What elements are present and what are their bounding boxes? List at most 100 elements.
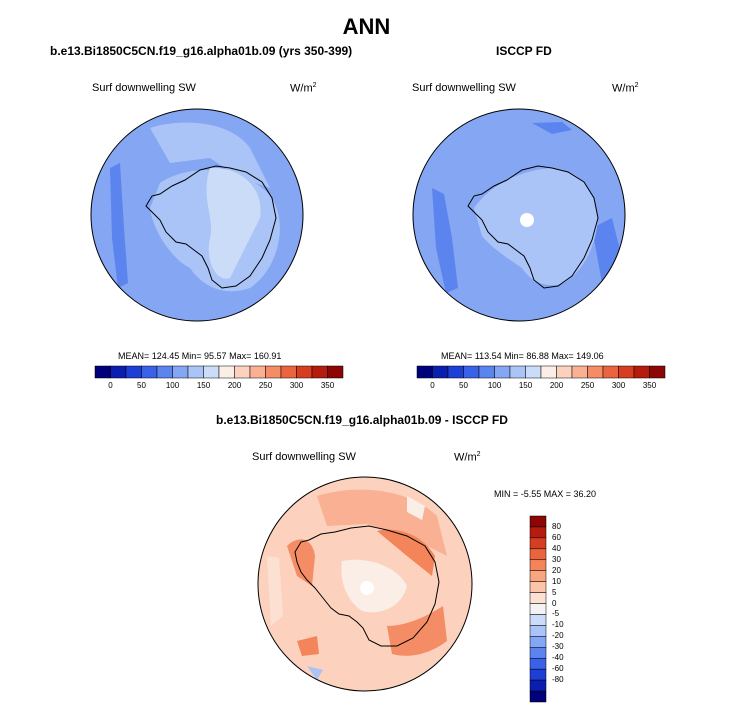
panel-1-colorbar-swatch bbox=[156, 365, 173, 379]
panel-1-colorbar-swatch bbox=[172, 365, 189, 379]
panel-3-colorbar-swatch bbox=[529, 581, 547, 593]
panel-3-low-region-edge bbox=[267, 556, 283, 626]
panel-1-colorbar-swatch bbox=[125, 365, 142, 379]
panel-3-colorbar-tick-label: -60 bbox=[552, 664, 564, 674]
panel-3-high-region-south bbox=[297, 636, 319, 656]
panel-1-colorbar-swatch bbox=[280, 365, 297, 379]
panel-2-title: ISCCP FD bbox=[496, 44, 552, 58]
panel-1-polar-map bbox=[90, 108, 304, 322]
panel-3-pole-hole bbox=[360, 581, 374, 595]
panel-3-colorbar-tick-label: -5 bbox=[552, 609, 560, 619]
panel-3-colorbar-tick-label: -40 bbox=[552, 653, 564, 663]
panel-2-colorbar-swatch bbox=[525, 365, 542, 379]
panel-3-colorbar-tick-label: 20 bbox=[552, 565, 561, 575]
panel-2-colorbar-tick-label: 350 bbox=[642, 381, 657, 390]
panel-3-high-region-west bbox=[287, 539, 315, 586]
panel-3-low-region-north bbox=[407, 496, 425, 520]
panel-3-colorbar-tick-label: 80 bbox=[552, 521, 561, 531]
panel-1-colorbar-tick-label: 350 bbox=[320, 381, 335, 390]
panel-3-unit-label: W/m2 bbox=[454, 451, 481, 464]
panel-2-low-region-north bbox=[532, 122, 572, 134]
panel-1-colorbar-tick-label: 0 bbox=[108, 381, 113, 390]
panel-1-low-region bbox=[110, 163, 128, 288]
panel-1-colorbar-swatch bbox=[187, 365, 204, 379]
panel-2-unit-label: W/m2 bbox=[612, 82, 639, 95]
panel-2-colorbar-tick-label: 200 bbox=[549, 381, 564, 390]
panel-2-map-border bbox=[412, 108, 626, 322]
panel-3-negative-region bbox=[307, 666, 323, 680]
panel-1-colorbar bbox=[94, 365, 344, 379]
panel-2-colorbar-swatch bbox=[633, 365, 650, 379]
panel-3-colorbar-tick-label: 0 bbox=[552, 598, 557, 608]
panel-3-colorbar-swatch bbox=[529, 603, 547, 615]
panel-3-antarctica-coastline bbox=[294, 525, 440, 647]
panel-1-colorbar-swatch bbox=[203, 365, 220, 379]
panel-2-colorbar-tick-label: 150 bbox=[518, 381, 533, 390]
panel-1-colorbar-swatch bbox=[218, 365, 235, 379]
panel-2-colorbar-swatch bbox=[587, 365, 604, 379]
figure-title: ANN bbox=[342, 14, 391, 39]
panel-3-colorbar-swatch bbox=[529, 690, 547, 703]
panel-3-colorbar-swatch bbox=[529, 647, 547, 659]
panel-2-pole-hole bbox=[520, 213, 534, 227]
panel-2-low-region-west bbox=[432, 188, 458, 293]
panel-3-colorbar-tick-label: 30 bbox=[552, 554, 561, 564]
panel-3-high-region-northeast bbox=[377, 529, 435, 576]
panel-1-colorbar-tick-label: 100 bbox=[165, 381, 180, 390]
panel-2-colorbar-swatch bbox=[571, 365, 588, 379]
panel-1-colorbar-swatch bbox=[327, 365, 344, 379]
panel-3-colorbar-tick-label: -30 bbox=[552, 642, 564, 652]
panel-2-polar-map bbox=[412, 108, 626, 322]
panel-2-colorbar-swatch bbox=[463, 365, 480, 379]
panel-1-colorbar-tick-label: 250 bbox=[258, 381, 273, 390]
panel-1-colorbar-swatch bbox=[296, 365, 313, 379]
panel-3-colorbar-tick-label: 5 bbox=[552, 587, 557, 597]
panel-3-colorbar-swatch bbox=[529, 559, 547, 571]
panel-3-colorbar-tick-label: 40 bbox=[552, 543, 561, 553]
panel-1-title: b.e13.Bi1850C5CN.f19_g16.alpha01b.09 (yr… bbox=[50, 44, 353, 58]
panel-2-colorbar bbox=[416, 365, 666, 379]
panel-2-colorbar-swatch bbox=[540, 365, 557, 379]
panel-3-colorbar-swatch bbox=[529, 625, 547, 637]
panel-2-colorbar-tick-label: 300 bbox=[611, 381, 626, 390]
panel-3-colorbar-swatch bbox=[529, 668, 547, 681]
panel-1-colorbar-tick-label: 50 bbox=[137, 381, 146, 390]
panel-1-colorbar-swatch bbox=[234, 365, 251, 379]
panel-2-colorbar-swatch bbox=[556, 365, 573, 379]
panel-3-colorbar-swatch bbox=[529, 657, 547, 670]
panel-1-unit-label: W/m2 bbox=[290, 82, 317, 95]
panel-2-colorbar-tick-label: 0 bbox=[430, 381, 435, 390]
panel-3-colorbar-swatch bbox=[529, 526, 547, 539]
panel-1-colorbar-swatch bbox=[94, 365, 111, 379]
panel-1-map-border bbox=[90, 108, 304, 322]
panel-3-polar-map bbox=[257, 476, 473, 692]
panel-2-colorbar-swatch bbox=[432, 365, 449, 379]
panel-3-colorbar bbox=[529, 515, 547, 703]
panel-3-colorbar-swatch bbox=[529, 614, 547, 626]
panel-1-colorbar-tick-label: 300 bbox=[289, 381, 304, 390]
panel-3-colorbar-swatch bbox=[529, 537, 547, 550]
panel-1-colorbar-swatch bbox=[265, 365, 282, 379]
panel-2-antarctica-coastline bbox=[467, 165, 599, 289]
panel-1-colorbar-tick-label: 200 bbox=[227, 381, 242, 390]
panel-1-variable-label: Surf downwelling SW bbox=[92, 82, 196, 94]
panel-1-stats: MEAN= 124.45 Min= 95.57 Max= 160.91 bbox=[118, 351, 282, 361]
panel-2-variable-label: Surf downwelling SW bbox=[412, 82, 516, 94]
panel-3-title: b.e13.Bi1850C5CN.f19_g16.alpha01b.09 - I… bbox=[216, 413, 508, 427]
panel-2-colorbar-tick-label: 50 bbox=[459, 381, 468, 390]
panel-3-variable-label: Surf downwelling SW bbox=[252, 451, 356, 463]
panel-3-low-region-center bbox=[341, 559, 407, 613]
panel-2-colorbar-swatch bbox=[602, 365, 619, 379]
panel-3-colorbar-swatch bbox=[529, 679, 547, 692]
panel-2-colorbar-swatch bbox=[416, 365, 433, 379]
panel-2-colorbar-swatch bbox=[509, 365, 526, 379]
panel-3-colorbar-swatch bbox=[529, 636, 547, 648]
panel-3-colorbar-swatch bbox=[529, 570, 547, 582]
panel-1-colorbar-swatch bbox=[311, 365, 328, 379]
panel-3-colorbar-swatch bbox=[529, 592, 547, 604]
panel-1-colorbar-swatch bbox=[141, 365, 158, 379]
panel-3-colorbar-tick-label: -20 bbox=[552, 631, 564, 641]
panel-3-map-border bbox=[257, 476, 473, 692]
panel-2-stats: MEAN= 113.54 Min= 86.88 Max= 149.06 bbox=[441, 351, 604, 361]
panel-1-high-region bbox=[206, 167, 261, 279]
